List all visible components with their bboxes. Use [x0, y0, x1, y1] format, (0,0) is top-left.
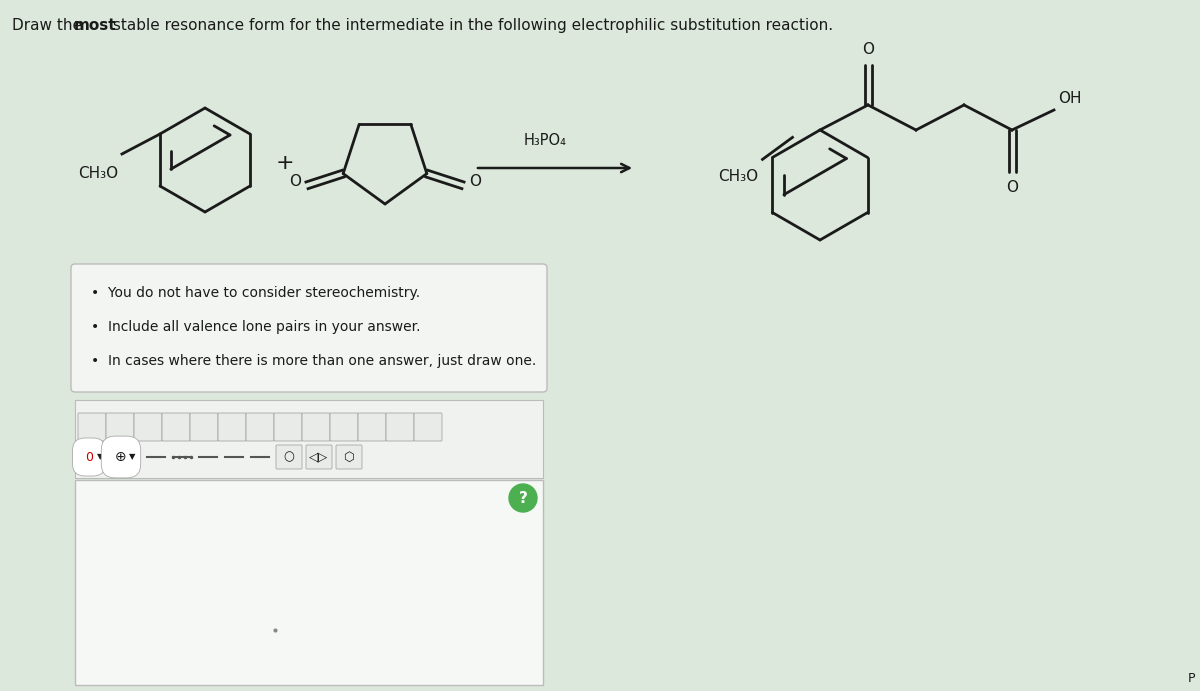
Text: 0: 0 [85, 451, 94, 464]
FancyBboxPatch shape [414, 413, 442, 441]
Text: •  In cases where there is more than one answer, just draw one.: • In cases where there is more than one … [91, 354, 536, 368]
FancyBboxPatch shape [218, 413, 246, 441]
Bar [74, 400, 542, 478]
Text: ▼: ▼ [97, 453, 103, 462]
FancyBboxPatch shape [386, 413, 414, 441]
Circle shape [509, 484, 538, 512]
Text: O: O [469, 174, 481, 189]
Text: O: O [289, 174, 301, 189]
FancyBboxPatch shape [358, 413, 386, 441]
FancyBboxPatch shape [162, 413, 190, 441]
Text: H₃PO₄: H₃PO₄ [523, 133, 566, 148]
FancyBboxPatch shape [134, 413, 162, 441]
Text: most: most [74, 18, 116, 33]
Text: ◁▷: ◁▷ [310, 451, 329, 464]
Text: ▼: ▼ [130, 453, 136, 462]
FancyBboxPatch shape [106, 413, 134, 441]
Text: +: + [276, 153, 294, 173]
Text: •  Include all valence lone pairs in your answer.: • Include all valence lone pairs in your… [91, 320, 420, 334]
Text: ?: ? [518, 491, 528, 506]
Text: OH: OH [1058, 91, 1081, 106]
Text: CH₃O: CH₃O [719, 169, 758, 184]
FancyBboxPatch shape [78, 413, 106, 441]
Text: ⬡: ⬡ [343, 451, 354, 464]
Text: CH₃O: CH₃O [78, 166, 118, 181]
FancyBboxPatch shape [71, 264, 547, 392]
Text: •  You do not have to consider stereochemistry.: • You do not have to consider stereochem… [91, 286, 420, 300]
FancyBboxPatch shape [276, 445, 302, 469]
Text: O: O [862, 42, 874, 57]
FancyBboxPatch shape [330, 413, 358, 441]
FancyBboxPatch shape [190, 413, 218, 441]
Text: O: O [1006, 180, 1018, 195]
Text: stable resonance form for the intermediate in the following electrophilic substi: stable resonance form for the intermedia… [108, 18, 833, 33]
FancyBboxPatch shape [302, 413, 330, 441]
Text: ○: ○ [283, 451, 294, 464]
Bar [74, 480, 542, 685]
Text: Draw the: Draw the [12, 18, 86, 33]
Text: P: P [1188, 672, 1195, 685]
Text: ⊕: ⊕ [115, 450, 127, 464]
FancyBboxPatch shape [274, 413, 302, 441]
FancyBboxPatch shape [306, 445, 332, 469]
FancyBboxPatch shape [246, 413, 274, 441]
FancyBboxPatch shape [336, 445, 362, 469]
